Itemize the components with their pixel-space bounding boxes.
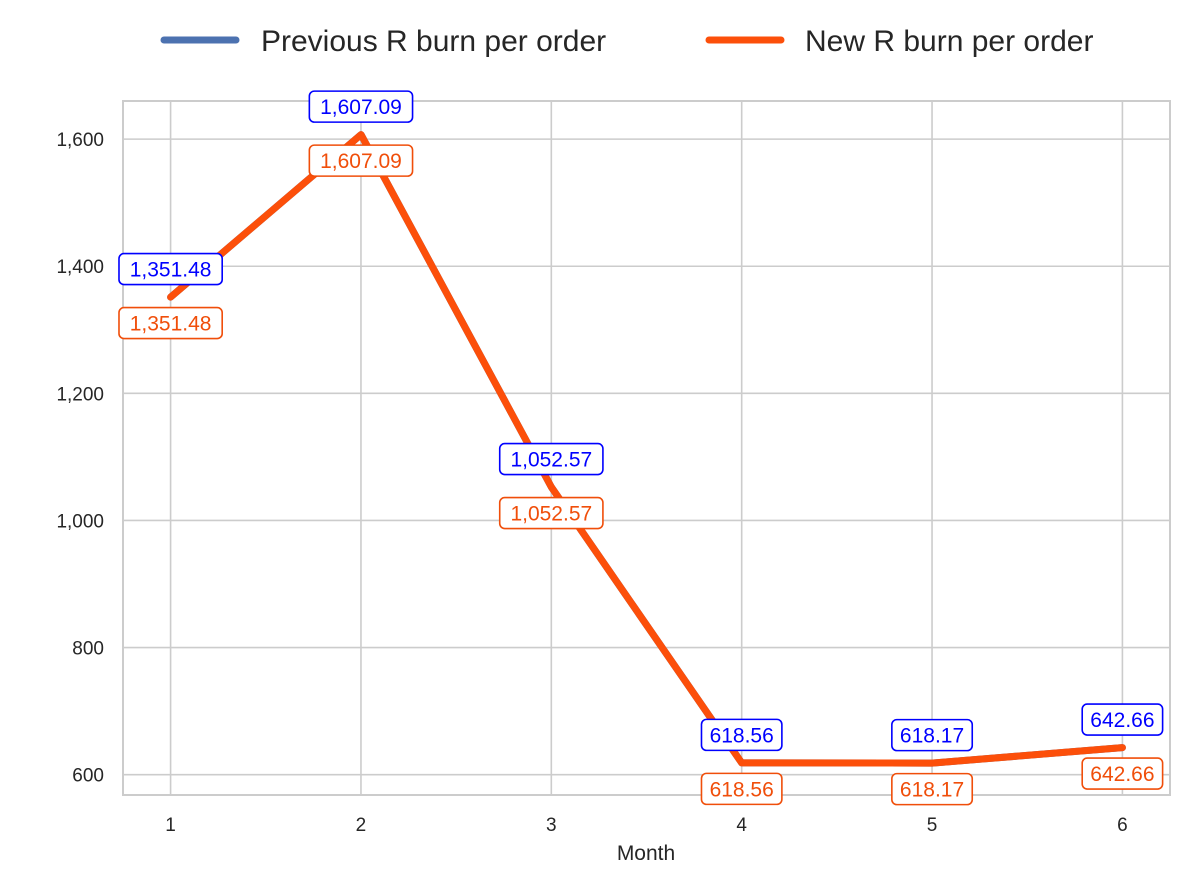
data-label-text: 642.66 [1090, 709, 1154, 732]
data-label: 618.56 [700, 718, 783, 752]
legend: Previous R burn per order New R burn per … [160, 25, 1093, 58]
data-label-box [700, 718, 783, 752]
data-point [1121, 746, 1124, 749]
data-point [931, 762, 934, 765]
x-tick-label: 1 [165, 815, 176, 836]
data-point [169, 296, 172, 299]
x-tick-label: 2 [356, 815, 367, 836]
y-tick-label: 800 [72, 639, 104, 660]
data-label-text: 1,607.09 [320, 150, 402, 173]
data-label: 618.56 [700, 772, 783, 806]
data-label-text: 1,351.48 [130, 313, 212, 336]
data-label-box [1081, 703, 1164, 736]
data-label-text: 1,052.57 [510, 503, 592, 526]
y-tick-label: 1,400 [56, 257, 104, 278]
data-label-box [498, 442, 604, 476]
data-label: 1,607.09 [308, 144, 414, 177]
data-point [740, 761, 743, 764]
data-label: 618.17 [891, 718, 974, 752]
plot-frame [122, 100, 1171, 796]
x-axis-label: Month [617, 842, 675, 865]
x-axis-ticks: 1 2 3 4 5 6 [165, 815, 1127, 836]
x-tick-label: 5 [927, 815, 938, 836]
data-label-text: 618.17 [900, 779, 964, 802]
data-point [550, 486, 553, 489]
data-label: 1,607.09 [308, 90, 414, 123]
legend-label: New R burn per order [805, 25, 1093, 58]
data-label-text: 642.66 [1090, 763, 1154, 786]
data-label: 1,351.48 [118, 306, 223, 340]
legend-item-2: New R burn per order [705, 25, 1093, 58]
data-label: 1,351.48 [118, 252, 223, 286]
data-label-box [1081, 757, 1164, 790]
data-label: 1,052.57 [498, 496, 604, 530]
data-label-box [118, 306, 223, 340]
y-tick-label: 1,200 [56, 384, 104, 405]
data-label-box [498, 496, 604, 530]
legend-label: Previous R burn per order [261, 25, 606, 58]
data-label-text: 618.56 [710, 778, 774, 801]
data-label-box [118, 252, 223, 286]
data-label-box [891, 772, 974, 806]
data-label-box [700, 772, 783, 806]
plot-background [123, 101, 1170, 795]
data-labels: 1,351.48 1,607.09 1,052.57 618.56 618.17 642.… [118, 90, 1164, 806]
data-label-text: 618.17 [900, 725, 964, 748]
y-tick-label: 1,600 [56, 130, 104, 151]
data-label-box [308, 144, 414, 177]
data-label-text: 1,052.57 [510, 449, 592, 472]
legend-item-1: Previous R burn per order [160, 25, 606, 58]
data-label-box [308, 90, 414, 123]
y-axis-ticks: 600 800 1,000 1,200 1,400 1,600 [56, 130, 104, 787]
y-tick-label: 1,000 [56, 511, 104, 532]
data-label: 642.66 [1081, 703, 1164, 736]
data-label: 1,052.57 [498, 442, 604, 476]
data-label: 618.17 [891, 772, 974, 806]
x-tick-label: 6 [1117, 815, 1128, 836]
data-point [359, 133, 362, 136]
data-label-text: 1,351.48 [130, 259, 212, 282]
data-label-text: 618.56 [710, 724, 774, 747]
y-tick-label: 600 [72, 766, 104, 787]
x-tick-label: 4 [736, 815, 747, 836]
data-label-box [891, 718, 974, 752]
data-label: 642.66 [1081, 757, 1164, 790]
x-tick-label: 3 [546, 815, 557, 836]
data-label-text: 1,607.09 [320, 96, 402, 119]
gridlines [123, 101, 1170, 795]
